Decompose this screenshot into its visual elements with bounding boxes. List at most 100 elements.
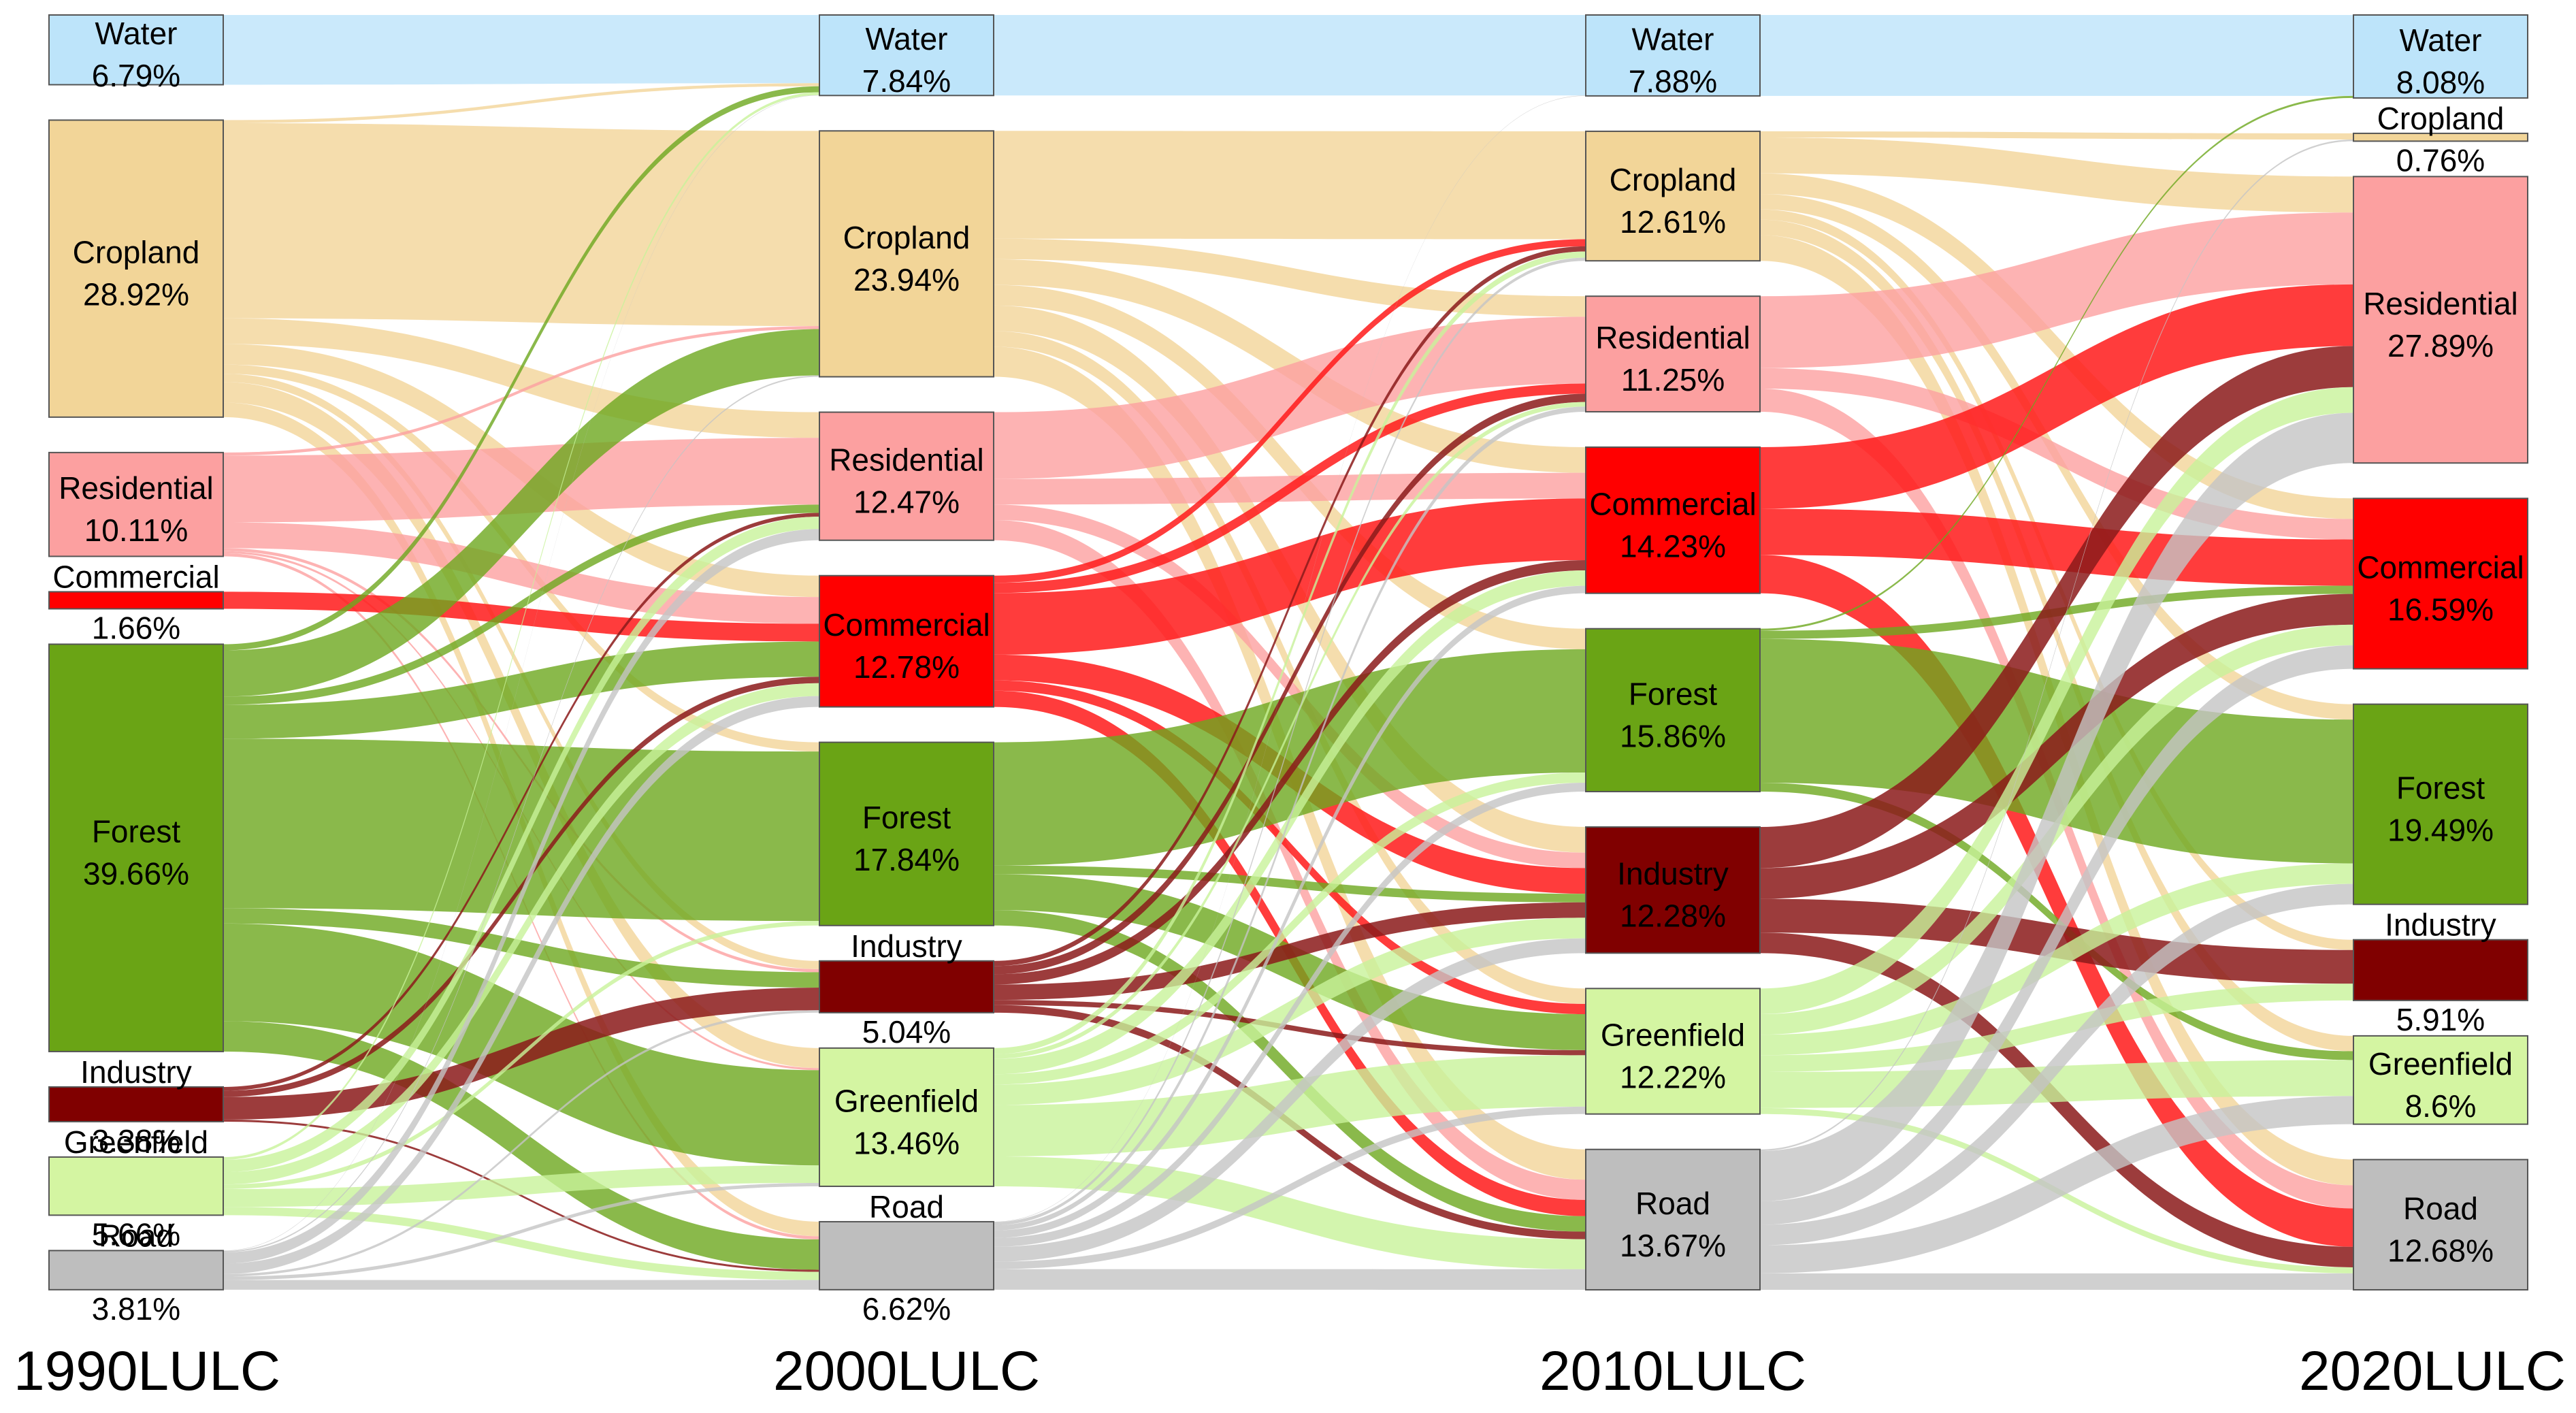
year-axis: 1990LULC 2000LULC 2010LULC 2020LULC <box>14 1340 2566 1402</box>
flow-2000lulc-forest-to-road <box>994 910 1586 1232</box>
flow-1990lulc-forest-to-industry <box>223 908 819 988</box>
node-name-commercial: Commercial <box>823 607 990 643</box>
node-rect-cropland <box>819 130 994 378</box>
flow-2010lulc-residential-to-commercial <box>1760 368 2353 540</box>
node-2010lulc-forest: Forest 15.86% <box>1585 628 1761 793</box>
flow-1990lulc-forest-to-commercial <box>223 641 819 739</box>
node-2000lulc-road: Road 6.62% <box>819 1189 994 1327</box>
node-percent-cropland: 12.61% <box>1620 204 1726 240</box>
flow-2000lulc-road-to-cropland <box>994 257 1586 1226</box>
node-2020lulc-road: Road 12.68% <box>2353 1158 2528 1291</box>
flow-1990lulc-road-to-greenfield <box>223 1182 819 1280</box>
node-rect-greenfield <box>2353 1035 2528 1125</box>
node-rect-commercial <box>819 574 994 708</box>
node-name-road: Road <box>869 1189 944 1224</box>
node-percent-residential: 27.89% <box>2387 328 2494 363</box>
flow-2000lulc-industry-to-greenfield <box>994 1000 1586 1056</box>
node-name-commercial: Commercial <box>52 559 219 594</box>
flow-1990lulc-forest-to-residential <box>223 504 819 705</box>
node-rect-road <box>48 1250 224 1290</box>
node-name-forest: Forest <box>2396 770 2485 806</box>
node-name-cropland: Cropland <box>73 235 200 270</box>
flow-2010lulc-forest-to-greenfield <box>1760 783 2353 1060</box>
node-percent-water: 7.84% <box>862 63 951 99</box>
flow-2000lulc-industry-to-commercial <box>994 559 1586 985</box>
flow-1990lulc-road-to-industry <box>223 1010 819 1277</box>
node-2020lulc-greenfield: Greenfield 8.6% <box>2353 1035 2528 1125</box>
node-rect-water <box>2353 14 2528 99</box>
flow-2010lulc-cropland-to-industry <box>1760 209 2353 950</box>
node-2010lulc-water: Water 7.88% <box>1585 14 1761 99</box>
node-name-water: Water <box>1632 21 1714 56</box>
node-rect-greenfield <box>48 1156 224 1216</box>
node-name-road: Road <box>1635 1186 1710 1221</box>
flow-1990lulc-industry-to-commercial <box>223 677 819 1097</box>
node-percent-road: 3.81% <box>92 1291 180 1327</box>
node-name-industry: Industry <box>1617 856 1729 892</box>
flow-1990lulc-forest-to-cropland <box>223 329 819 697</box>
flow-2000lulc-greenfield-to-residential <box>994 402 1586 1059</box>
flow-2000lulc-residential-to-residential <box>994 316 1586 479</box>
flow-2000lulc-forest-to-greenfield <box>994 874 1586 1050</box>
node-rect-cropland <box>48 119 224 418</box>
flow-2010lulc-cropland-to-residential <box>1760 137 2353 213</box>
node-name-forest: Forest <box>862 800 951 835</box>
flow-2010lulc-road-to-residential <box>1760 412 2353 1201</box>
node-name-road: Road <box>99 1218 174 1253</box>
node-2000lulc-industry: Industry 5.04% <box>819 928 994 1050</box>
node-name-water: Water <box>2400 22 2482 58</box>
node-1990lulc-road: Road 3.81% <box>48 1218 224 1327</box>
flow-2010lulc-residential-to-residential <box>1760 212 2353 368</box>
node-2000lulc-greenfield: Greenfield 13.46% <box>819 1047 994 1187</box>
node-name-cropland: Cropland <box>1610 162 1737 197</box>
node-rect-residential <box>1585 295 1761 412</box>
flow-2010lulc-cropland-to-greenfield <box>1760 219 2353 1052</box>
node-name-commercial: Commercial <box>2357 549 2524 585</box>
flow-1990lulc-cropland-to-industry <box>223 374 819 969</box>
node-rect-forest <box>2353 703 2528 905</box>
node-percent-forest: 19.49% <box>2387 813 2494 848</box>
flow-2000lulc-commercial-to-commercial <box>994 498 1586 655</box>
flow-1990lulc-cropland-to-greenfield <box>223 382 819 1069</box>
node-percent-commercial: 1.66% <box>92 610 180 645</box>
node-name-commercial: Commercial <box>1589 486 1756 521</box>
node-rect-residential <box>819 411 994 541</box>
node-percent-industry: 3.38% <box>92 1123 180 1158</box>
flow-2010lulc-road-to-road <box>1760 1273 2353 1290</box>
node-2000lulc-commercial: Commercial 12.78% <box>819 574 994 708</box>
node-name-residential: Residential <box>59 470 214 506</box>
flow-links <box>223 15 2353 1290</box>
flow-1990lulc-cropland-to-water <box>223 83 819 123</box>
node-2020lulc-residential: Residential 27.89% <box>2353 176 2528 464</box>
node-rect-cropland <box>1585 130 1761 262</box>
node-1990lulc-commercial: Commercial 1.66% <box>48 559 224 645</box>
node-1990lulc-forest: Forest 39.66% <box>48 643 224 1052</box>
flow-2010lulc-forest-to-water <box>1760 95 2353 631</box>
node-rect-industry <box>48 1086 224 1122</box>
node-rect-greenfield <box>1585 988 1761 1115</box>
flow-1990lulc-industry-to-residential <box>223 513 819 1091</box>
node-2000lulc-residential: Residential 12.47% <box>819 411 994 541</box>
node-1990lulc-residential: Residential 10.11% <box>48 451 224 557</box>
node-name-forest: Forest <box>92 814 181 849</box>
node-percent-cropland: 28.92% <box>83 277 189 312</box>
node-percent-residential: 11.25% <box>1621 362 1725 397</box>
node-name-road: Road <box>2403 1190 2478 1226</box>
node-1990lulc-greenfield: Greenfield 5.66% <box>48 1124 224 1252</box>
node-rect-commercial <box>48 591 224 610</box>
node-percent-commercial: 12.78% <box>853 649 960 685</box>
flow-2000lulc-greenfield-to-forest <box>994 772 1586 1085</box>
node-percent-water: 8.08% <box>2396 65 2485 100</box>
node-rect-greenfield <box>819 1047 994 1187</box>
node-name-residential: Residential <box>829 442 984 478</box>
node-name-greenfield: Greenfield <box>1601 1018 1745 1053</box>
flow-1990lulc-forest-to-road <box>223 1021 819 1270</box>
flow-2000lulc-cropland-to-forest <box>994 285 1586 649</box>
flow-2000lulc-road-to-water <box>994 95 1586 1222</box>
node-percent-residential: 12.47% <box>853 485 960 520</box>
node-rect-forest <box>1585 628 1761 793</box>
flow-2000lulc-forest-to-industry <box>994 865 1586 903</box>
node-percent-commercial: 16.59% <box>2387 591 2494 627</box>
node-1990lulc-water: Water 6.79% <box>48 14 224 93</box>
node-name-industry: Industry <box>80 1054 192 1090</box>
